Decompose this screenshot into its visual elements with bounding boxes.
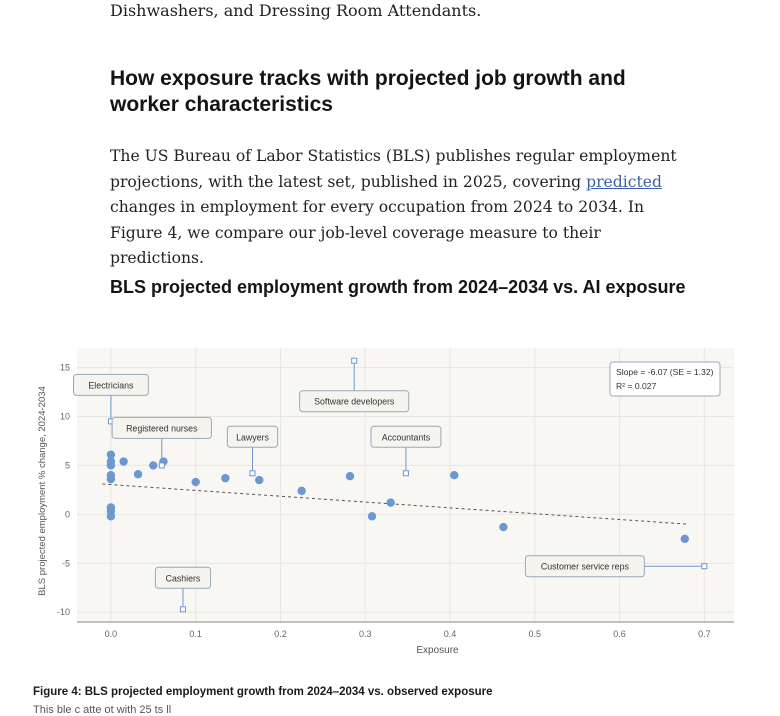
lead-fragment: Dishwashers, and Dressing Room Attendant…	[110, 1, 482, 20]
data-point	[149, 461, 158, 470]
data-point	[106, 512, 116, 521]
x-tick-labels: 0.0 0.1 0.2 0.3 0.4 0.5 0.6 0.7	[105, 629, 711, 639]
x-tick-label: 0.6	[613, 629, 626, 639]
x-tick-label: 0.2	[274, 629, 287, 639]
label-text: Software developers	[314, 397, 395, 407]
occupation-label: Registered nurses	[111, 416, 212, 469]
label-text: Customer service reps	[541, 562, 630, 572]
data-point	[191, 477, 200, 487]
label-text: Cashiers	[166, 573, 201, 583]
chart-title: BLS projected employment growth from 202…	[110, 277, 686, 297]
occupation-labels: Electricians Registered nurses Lawyers Soft…	[73, 357, 708, 613]
data-point	[680, 534, 690, 544]
regression-annotation: Slope = -6.07 (SE = 1.32) R² = 0.027	[609, 361, 721, 397]
label-anchor-marker	[158, 462, 165, 469]
label-text: Accountants	[382, 432, 431, 442]
intro-paragraph: The US Bureau of Labor Statistics (BLS) …	[110, 144, 690, 272]
x-tick-label: 0.5	[529, 629, 542, 639]
y-axis-label: BLS projected employment % change, 2024-…	[37, 386, 48, 596]
paragraph-text-start: The US Bureau of Labor Statistics (BLS) …	[110, 147, 677, 191]
label-anchor-marker	[351, 357, 358, 364]
label-box	[154, 566, 212, 589]
label-anchor-marker	[249, 470, 256, 477]
occupation-label: Software developers	[299, 357, 410, 413]
x-tick-label: 0.3	[359, 629, 372, 639]
y-tick-label: -10	[57, 607, 70, 617]
label-anchor-marker	[402, 470, 409, 477]
data-point	[133, 470, 143, 479]
figure-caption: Figure 4: BLS projected employment growt…	[33, 686, 493, 698]
data-point	[119, 457, 128, 466]
y-tick-labels: -10 -5 0 5 10 15	[57, 363, 70, 618]
label-text: Registered nurses	[126, 423, 198, 433]
data-point	[106, 450, 116, 459]
slope-label: Slope = -6.07 (SE = 1.32)	[616, 367, 714, 377]
figure-caption-continued: This ble c atte ot with 25 ts ll	[33, 704, 172, 716]
data-point	[367, 512, 377, 521]
y-tick-label: -5	[62, 558, 70, 568]
occupation-label: Customer service reps	[524, 555, 708, 578]
y-tick-label: 10	[60, 412, 70, 422]
label-text: Electricians	[88, 380, 134, 390]
label-anchor-marker	[179, 606, 186, 613]
trend-line	[102, 483, 688, 525]
data-point	[221, 473, 230, 483]
y-tick-label: 15	[60, 363, 70, 373]
y-tick-label: 5	[65, 460, 70, 470]
label-box	[73, 373, 149, 396]
section-heading: How exposure tracks with projected job g…	[110, 67, 626, 116]
occupation-label: Lawyers	[226, 425, 279, 477]
label-box	[111, 416, 212, 439]
predicted-link[interactable]: predicted	[586, 172, 662, 191]
data-point	[106, 461, 116, 470]
r-squared-label: R² = 0.027	[616, 381, 657, 391]
label-anchor-marker	[701, 563, 708, 570]
y-tick-label: 0	[65, 509, 70, 519]
label-box	[524, 555, 645, 578]
annotation-box	[609, 361, 721, 397]
occupation-label: Electricians	[73, 373, 149, 425]
data-point	[499, 522, 508, 532]
data-point	[345, 471, 355, 481]
data-point	[386, 498, 395, 507]
label-text: Lawyers	[236, 432, 269, 442]
x-tick-label: 0.4	[444, 629, 457, 639]
occupation-label: Cashiers	[154, 566, 212, 613]
data-points	[106, 450, 690, 576]
label-box	[370, 425, 442, 448]
x-tick-label: 0.1	[189, 629, 202, 639]
x-tick-label: 0.0	[105, 629, 118, 639]
data-point	[450, 471, 459, 480]
label-box	[226, 425, 279, 448]
scatter-chart: 0.0 0.1 0.2 0.3 0.4 0.5 0.6 0.7 -10 -5 0 5 10 15 Ele…	[37, 348, 734, 656]
paragraph-text-end: changes in employment for every occupati…	[110, 198, 645, 267]
x-tick-label: 0.7	[698, 629, 711, 639]
x-axis-label: Exposure	[416, 645, 459, 656]
label-box	[299, 390, 410, 413]
data-point	[297, 486, 306, 496]
occupation-label: Accountants	[370, 425, 442, 477]
data-point	[255, 475, 264, 485]
data-point	[106, 474, 116, 484]
